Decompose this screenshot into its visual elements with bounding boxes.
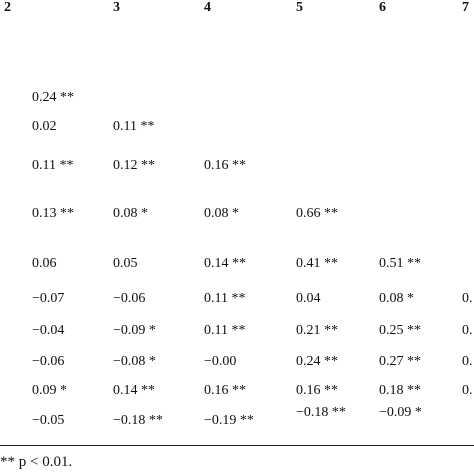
table-cell: 0.66 ** [296,206,338,221]
table-cell: 0.11 ** [113,119,155,134]
table-cell: 0.11 ** [204,323,246,338]
column-header: 6 [379,0,386,15]
table-cell: −0.05 [32,413,65,428]
table-cell: −0.19 ** [204,413,254,428]
table-cell: 0.14 ** [204,256,246,271]
table-cell: 0.02 [32,119,57,134]
table-cell: 0.16 ** [296,383,338,398]
column-header: 2 [4,0,11,15]
table-cell: 0.12 ** [113,158,155,173]
column-header: 3 [113,0,120,15]
table-cell: −0.18 ** [113,413,163,428]
column-header: 5 [296,0,303,15]
table-cell: 0.13 ** [32,206,74,221]
table-cell: −0.06 [113,291,146,306]
footnote: ** p < 0.01. [0,454,73,470]
table-cell: −0.18 ** [296,405,346,420]
table-cell: 0.08 * [379,291,414,306]
table-cell: 0.16 ** [204,383,246,398]
table-cell: 0. [462,323,473,338]
table-cell: 0.21 ** [296,323,338,338]
table-cell: 0. [462,383,473,398]
table-cell: −0.07 [32,291,65,306]
table-cell: 0.24 ** [32,90,74,105]
table-cell: 0. [462,354,473,369]
table-cell: 0.06 [32,256,57,271]
table-cell: 0.09 * [32,383,67,398]
table-cell: 0.08 * [113,206,148,221]
table-cell: −0.04 [32,323,65,338]
table-cell: 0.04 [296,291,321,306]
table-cell: 0.41 ** [296,256,338,271]
table-rule [0,445,474,446]
table-cell: −0.09 * [379,405,422,420]
column-header: 7 [462,0,469,15]
table-cell: −0.08 * [113,354,156,369]
table-cell: 0.11 ** [32,158,74,173]
column-header: 4 [204,0,211,15]
table-cell: −0.06 [32,354,65,369]
table-cell: 0. [462,291,473,306]
table-cell: 0.16 ** [204,158,246,173]
table-cell: 0.24 ** [296,354,338,369]
table-cell: 0.11 ** [204,291,246,306]
table-cell: 0.27 ** [379,354,421,369]
table-cell: 0.18 ** [379,383,421,398]
table-cell: −0.00 [204,354,237,369]
table-cell: 0.25 ** [379,323,421,338]
table-cell: 0.51 ** [379,256,421,271]
table-cell: 0.05 [113,256,138,271]
table-cell: −0.09 * [113,323,156,338]
table-cell: 0.08 * [204,206,239,221]
table-cell: 0.14 ** [113,383,155,398]
